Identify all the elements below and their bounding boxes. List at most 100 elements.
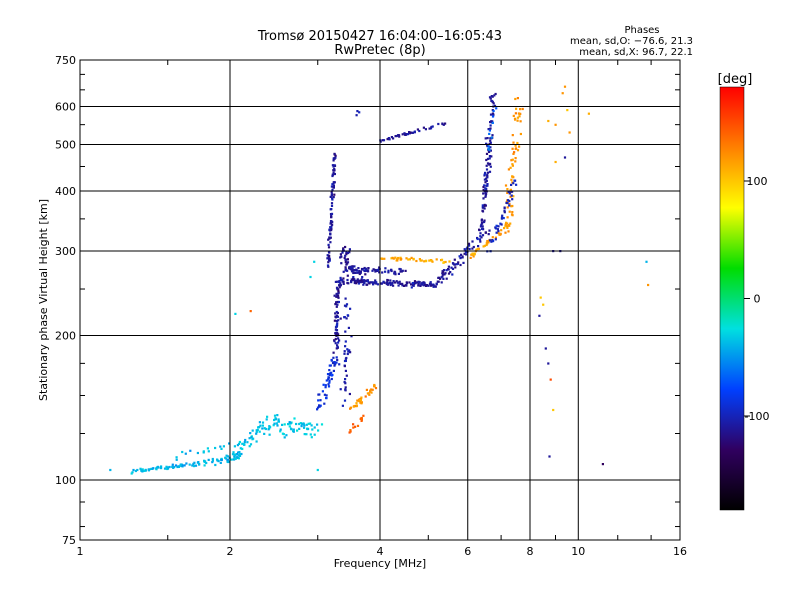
data-point (495, 231, 498, 234)
data-point (488, 157, 491, 160)
data-point (344, 297, 347, 300)
y-tick-label: 100 (55, 474, 76, 487)
data-point (335, 329, 339, 332)
data-point (328, 257, 331, 260)
data-point (131, 471, 134, 474)
data-point (306, 428, 309, 431)
data-point (333, 340, 336, 343)
x-tick-label: 10 (571, 545, 585, 558)
data-point (371, 281, 374, 284)
data-point (552, 408, 555, 412)
data-point (488, 239, 492, 242)
data-point (366, 279, 369, 282)
data-point (346, 348, 349, 351)
data-point (370, 388, 373, 391)
data-point (410, 131, 413, 134)
data-point (331, 188, 334, 191)
data-point (329, 232, 332, 235)
data-point (440, 258, 444, 261)
data-point (322, 383, 325, 386)
data-point (301, 422, 304, 425)
data-point (355, 268, 358, 271)
data-point (231, 453, 235, 456)
data-point (481, 227, 484, 230)
data-point (174, 464, 178, 467)
data-point (217, 460, 220, 463)
data-point (311, 428, 314, 431)
data-point (181, 450, 184, 454)
data-point (355, 402, 358, 405)
data-point (344, 357, 347, 360)
data-point (509, 166, 512, 169)
data-point (333, 164, 336, 167)
data-point (255, 429, 258, 432)
data-point (471, 252, 474, 255)
data-point (413, 130, 416, 133)
data-point (349, 406, 352, 409)
data-point (234, 453, 237, 456)
colorbar-swatch (719, 86, 745, 511)
y-tick-label: 300 (55, 245, 76, 258)
data-point (343, 380, 346, 384)
data-point (343, 399, 347, 402)
data-point (487, 128, 490, 131)
data-point (483, 220, 486, 224)
data-point (435, 258, 438, 261)
data-point (485, 179, 488, 182)
data-point (370, 391, 373, 394)
data-point (345, 317, 348, 320)
data-point (398, 280, 401, 283)
data-point (485, 152, 489, 155)
data-point (371, 269, 374, 272)
data-point (338, 339, 341, 342)
data-point (344, 378, 347, 381)
data-point (251, 429, 254, 432)
data-point (428, 127, 431, 130)
data-point (258, 421, 261, 424)
data-point (167, 467, 170, 470)
data-point (288, 421, 291, 424)
data-point (343, 256, 346, 259)
data-point (399, 256, 402, 259)
data-point (386, 279, 389, 282)
data-point (497, 231, 500, 235)
data-point (206, 447, 209, 450)
data-point (328, 364, 331, 367)
data-point (248, 445, 251, 448)
data-point (507, 168, 510, 171)
data-point (175, 456, 178, 459)
data-point (490, 136, 493, 139)
data-point (436, 280, 439, 283)
data-point (329, 226, 332, 229)
data-point (397, 272, 400, 275)
data-point (381, 271, 384, 274)
data-point (393, 272, 396, 275)
data-point (343, 350, 346, 353)
data-point (346, 352, 349, 356)
data-point (542, 303, 545, 306)
data-point (335, 292, 338, 295)
data-point (349, 430, 352, 433)
data-point (333, 361, 336, 364)
x-tick-label: 1 (77, 545, 84, 558)
data-point (277, 420, 280, 423)
data-point (336, 280, 339, 283)
data-point (327, 265, 330, 268)
data-point (508, 200, 511, 203)
data-point (344, 388, 347, 391)
data-point (477, 245, 480, 248)
data-point (327, 376, 330, 379)
data-point (327, 258, 331, 261)
data-point (489, 97, 492, 100)
data-point (333, 157, 336, 160)
data-point (511, 147, 514, 150)
data-point (332, 351, 335, 354)
data-point (330, 216, 333, 219)
data-point (539, 296, 542, 299)
data-point (143, 469, 146, 472)
data-point (462, 261, 465, 264)
data-point (335, 301, 338, 304)
data-point (367, 267, 370, 270)
data-point (485, 158, 488, 162)
data-point (336, 311, 339, 315)
